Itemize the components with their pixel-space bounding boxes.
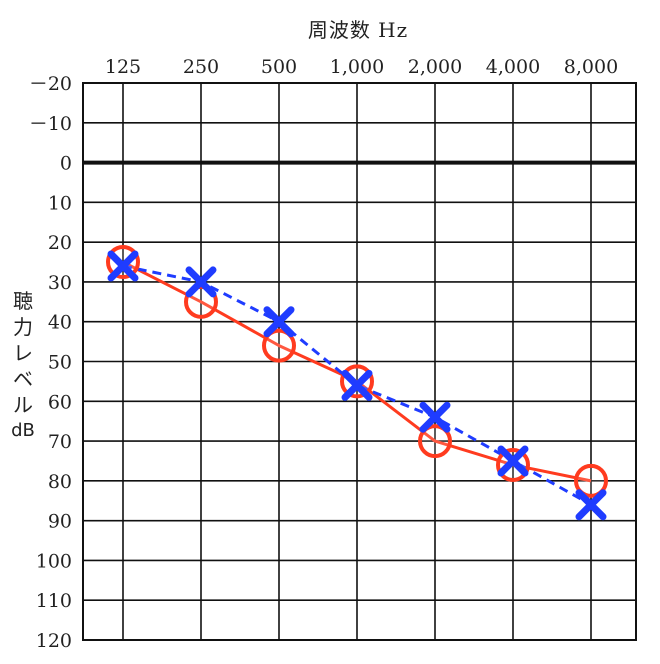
y-tick-label: 80	[48, 471, 72, 493]
cross-marker-stroke	[497, 445, 529, 477]
y-axis-title-char: ベ	[13, 367, 33, 391]
x-tick-label: 1,000	[330, 56, 384, 78]
y-tick-label: －20	[29, 73, 72, 95]
plot-frame	[82, 82, 637, 641]
x-tick-label: 4,000	[486, 56, 540, 78]
cross-marker-stroke	[185, 266, 217, 298]
cross-marker-stroke	[419, 401, 451, 433]
cross-marker	[341, 369, 373, 401]
y-tick-label: 10	[48, 192, 72, 214]
circle-marker	[262, 328, 296, 363]
cross-marker	[263, 306, 295, 338]
cross-marker-stroke	[107, 250, 139, 282]
y-tick-label: －10	[29, 113, 72, 135]
cross-marker	[419, 401, 451, 433]
y-axis-title-char: レ	[13, 341, 33, 365]
y-axis-title-char: 力	[13, 315, 33, 339]
cross-marker	[185, 266, 217, 298]
y-tick-label: 60	[48, 391, 72, 413]
y-tick-label: 40	[48, 312, 72, 334]
y-tick-label: 120	[36, 630, 72, 652]
y-axis-title: 聴 力 レ ベ ル dB	[6, 288, 40, 444]
y-tick-label: 100	[36, 550, 72, 572]
x-tick-label: 250	[183, 56, 219, 78]
x-tick-label: 8,000	[564, 56, 618, 78]
y-tick-label: 90	[48, 511, 72, 533]
y-tick-label: 30	[48, 272, 72, 294]
circle-marker	[574, 463, 608, 498]
circle-marker	[418, 424, 452, 459]
x-tick-label: 125	[105, 56, 141, 78]
y-axis-title-char: ル	[13, 393, 33, 417]
y-tick-label: 0	[60, 153, 72, 175]
cross-marker	[107, 250, 139, 282]
y-tick-label: 70	[48, 431, 72, 453]
cross-marker	[575, 489, 607, 521]
y-tick-label: 20	[48, 232, 72, 254]
y-tick-label: 110	[36, 590, 72, 612]
x-tick-label: 500	[261, 56, 297, 78]
x-axis-title: 周波数 Hz	[307, 18, 409, 42]
cross-marker-stroke	[575, 489, 607, 521]
cross-marker	[497, 445, 529, 477]
y-axis-title-char: 聴	[13, 289, 33, 313]
y-tick-label: 50	[48, 352, 72, 374]
cross-marker-stroke	[341, 369, 373, 401]
y-axis-title-char: dB	[11, 420, 35, 441]
x-tick-label: 2,000	[408, 56, 462, 78]
cross-marker-stroke	[263, 306, 295, 338]
